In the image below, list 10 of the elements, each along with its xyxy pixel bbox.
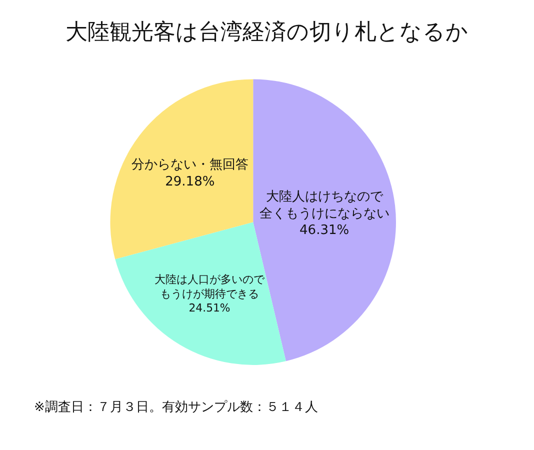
data-label: 46.31% (300, 223, 350, 238)
pie-slice (110, 79, 254, 260)
data-label: 29.18% (165, 174, 215, 190)
slice-label: 分からない・無回答 (131, 158, 248, 173)
slice-label: 大陸は人口が多いのでもうけが期待できる (154, 273, 266, 300)
chart-title: 大陸観光客は台湾経済の切り札となるか (66, 20, 468, 46)
data-label: 24.51% (188, 302, 230, 315)
slice-label: 大陸人はけちなので全くもうけにならない (259, 189, 390, 222)
text: ※調査日：７月３日。有効サンプル数：５１４人 (34, 400, 318, 415)
pie-slice (115, 222, 286, 365)
